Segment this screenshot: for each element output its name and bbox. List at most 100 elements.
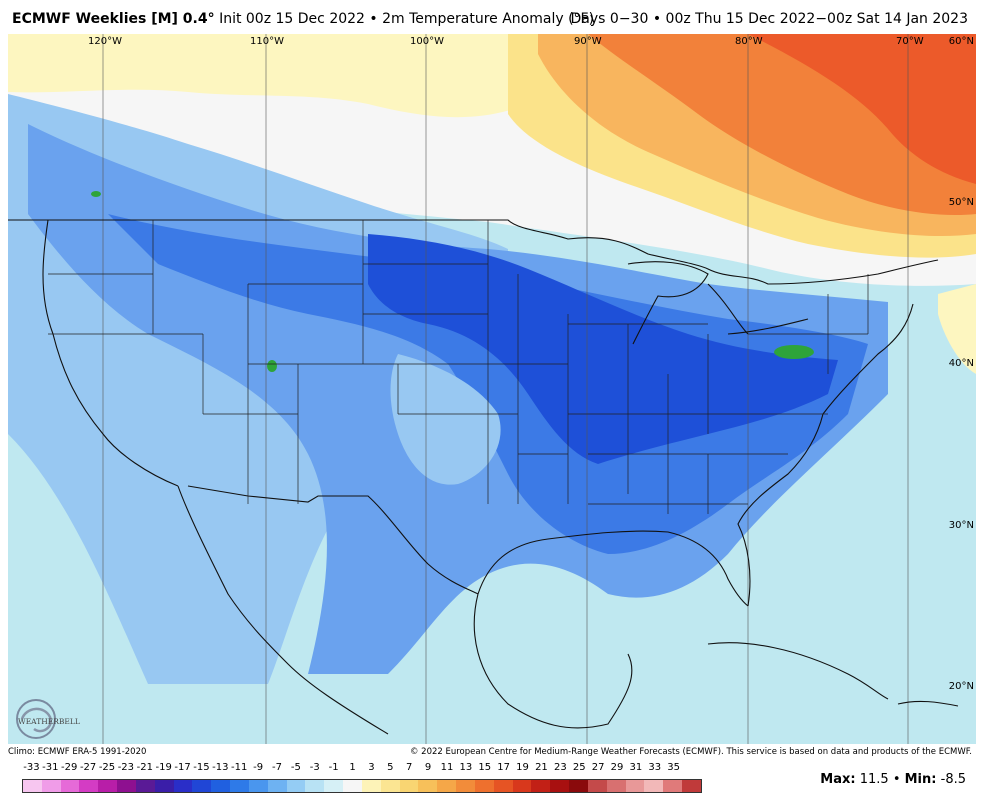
- anomaly-map-svg: [8, 34, 976, 744]
- copyright-note: © 2022 European Centre for Medium-Range …: [409, 747, 972, 757]
- colorbar-tick-label: 17: [497, 762, 511, 773]
- stats-separator: •: [892, 772, 901, 787]
- cold-maximum-spot-west: [267, 360, 277, 372]
- cuba-coast: [707, 642, 889, 700]
- warm-red-region: [748, 34, 976, 184]
- colorbar-swatch: [587, 780, 607, 792]
- colorbar-swatch: [625, 780, 645, 792]
- colorbar-swatch: [117, 780, 136, 792]
- valid-period: Days 0−30 • 00z Thu 15 Dec 2022−00z Sat …: [570, 11, 968, 27]
- lon-label-70w: 70°W: [896, 36, 924, 47]
- west-coast: [42, 219, 179, 487]
- colorbar-tick-label: 29: [610, 762, 624, 773]
- colorbar-swatch: [248, 780, 268, 792]
- colorbar-swatch: [154, 780, 174, 792]
- colorbar-swatch: [569, 780, 588, 792]
- colorbar-tick-label: -11: [231, 762, 248, 773]
- colorbar-tick-label: 35: [667, 762, 681, 773]
- colorbar-swatch: [60, 780, 80, 792]
- colorbar-swatch: [380, 780, 400, 792]
- colorbar-swatch: [663, 780, 682, 792]
- colorbar-tick-label: 1: [349, 762, 356, 773]
- cold-deep-blue-core: [368, 234, 838, 464]
- colorbar-tick-label: 21: [535, 762, 548, 773]
- model-degree: °: [207, 11, 215, 27]
- colorbar-swatch: [644, 780, 664, 792]
- colorbar-tick-label: -13: [212, 762, 229, 773]
- logo-text: WEATHERBELL: [18, 717, 80, 726]
- lat-label-40n: 40°N: [948, 358, 974, 369]
- colorbar-swatch: [23, 780, 42, 792]
- colorbar-tick-label: -29: [61, 762, 78, 773]
- min-label: Min:: [904, 772, 937, 787]
- pale-warm-region: [8, 34, 528, 118]
- colorbar-swatch: [343, 780, 362, 792]
- lat-label-60n: 60°N: [948, 36, 974, 47]
- colorbar-tick-label: 13: [459, 762, 473, 773]
- colorbar-legend: -33 -31 -29 -27 -25 -23 -21 -19 -17 -15 -13 -11 -9 -7…: [22, 762, 702, 802]
- colorbar-swatch: [230, 780, 249, 792]
- colorbar-tick-label: -3: [309, 762, 320, 773]
- cold-maximum-spot-northwest: [91, 191, 101, 197]
- colorbar-tick-label: 25: [572, 762, 586, 773]
- colorbar-tick-label: -31: [42, 762, 59, 773]
- us-mexico-border: [187, 485, 479, 595]
- colorbar-tick-label: -25: [98, 762, 116, 773]
- colorbar-tick-label: -15: [193, 762, 210, 773]
- colorbar-tick-label: 31: [629, 762, 643, 773]
- colorbar-swatch: [531, 780, 551, 792]
- colorbar-labels: -33 -31 -29 -27 -25 -23 -21 -19 -17 -15 -13 -11 -9 -7…: [22, 762, 702, 776]
- colorbar-swatch: [324, 780, 344, 792]
- colorbar-swatch: [493, 780, 513, 792]
- colorbar-tick-label: 5: [387, 762, 394, 773]
- min-value: -8.5: [940, 772, 966, 787]
- colorbar-swatch: [211, 780, 231, 792]
- gulf-coast: [477, 530, 749, 607]
- colorbar-tick-label: 3: [368, 762, 375, 773]
- colorbar-tick-label: -27: [79, 762, 97, 773]
- colorbar-swatch: [474, 780, 494, 792]
- swirl-logo-icon: WEATHERBELL: [16, 699, 80, 739]
- mexico-gulf-coast: [473, 593, 633, 729]
- header: ECMWF Weeklies [M] 0.4° Init 00z 15 Dec …: [0, 0, 984, 34]
- colorbar-swatches: [22, 779, 702, 793]
- lon-label-90w: 90°W: [574, 36, 602, 47]
- colorbar-tick-label: 11: [440, 762, 454, 773]
- colorbar-swatch: [399, 780, 419, 792]
- model-name: ECMWF Weeklies [M] 0.4: [12, 11, 208, 27]
- colorbar-swatch: [305, 780, 325, 792]
- colorbar-swatch: [173, 780, 193, 792]
- lat-label-30n: 30°N: [948, 520, 974, 531]
- country-borders: [8, 219, 959, 735]
- colorbar-swatch: [418, 780, 438, 792]
- colorbar-tick-label: -7: [272, 762, 282, 773]
- max-min-stats: Max: 11.5 • Min: -8.5: [820, 772, 966, 787]
- graticule: [102, 34, 909, 744]
- colorbar-swatch: [550, 780, 570, 792]
- colorbar-swatch: [361, 780, 381, 792]
- colorbar-tick-label: -1: [328, 762, 339, 773]
- colorbar-tick-label: -19: [155, 762, 172, 773]
- colorbar-tick-label: 7: [406, 762, 413, 773]
- climo-note: Climo: ECMWF ERA-5 1991-2020: [8, 747, 147, 757]
- colorbar-tick-label: -33: [23, 762, 40, 773]
- great-lakes: [627, 261, 809, 345]
- colorbar-swatch: [681, 780, 701, 792]
- max-value: 11.5: [859, 772, 889, 787]
- colorbar-swatch: [512, 780, 532, 792]
- weatherbell-logo: WEATHERBELL: [14, 697, 96, 741]
- colorbar-tick-label: -9: [253, 762, 264, 773]
- anomaly-map: 120°W 110°W 100°W 90°W 80°W 70°W 60°N 50…: [8, 34, 976, 744]
- colorbar-swatch: [456, 780, 475, 792]
- colorbar-tick-label: -17: [174, 762, 191, 773]
- colorbar-tick-label: 19: [516, 762, 529, 773]
- warm-spot-east-coast: [938, 284, 976, 374]
- max-label: Max:: [820, 772, 856, 787]
- colorbar-tick-label: 33: [648, 762, 662, 773]
- colorbar-tick-label: 23: [553, 762, 567, 773]
- colorbar-swatch: [267, 780, 287, 792]
- model-title: ECMWF Weeklies [M] 0.4° Init 00z 15 Dec …: [12, 11, 594, 27]
- cold-maximum-spot-east: [774, 345, 814, 359]
- colorbar-tick-label: 15: [478, 762, 492, 773]
- lon-label-110w: 110°W: [250, 36, 284, 47]
